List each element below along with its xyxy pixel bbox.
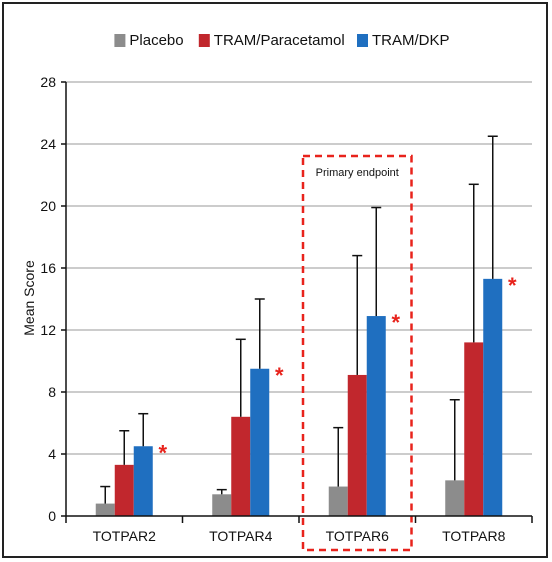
bar-TOTPAR4-TRAM/Paracetamol xyxy=(231,416,251,516)
bar-TOTPAR2-TRAM/DKP xyxy=(133,446,153,516)
bar-TOTPAR8-TRAM/Paracetamol xyxy=(464,342,484,516)
legend-label-TRAM/DKP: TRAM/DKP xyxy=(372,32,450,49)
annotation-text-0: Primary endpoint xyxy=(316,167,399,179)
grid-lines xyxy=(66,81,532,455)
bar-TOTPAR4-Placebo xyxy=(212,494,232,516)
legend-label-TRAM/Paracetamol: TRAM/Paracetamol xyxy=(214,32,345,49)
x-tick-label-TOTPAR8: TOTPAR8 xyxy=(442,528,505,544)
bars-layer xyxy=(95,278,503,516)
legend: Placebo TRAM/Paracetamol TRAM/DKP xyxy=(114,32,450,49)
significance-star-TOTPAR4: * xyxy=(275,363,284,388)
y-tick-label-4: 4 xyxy=(48,446,56,462)
bar-TOTPAR2-TRAM/Paracetamol xyxy=(114,464,134,516)
y-tick-label-24: 24 xyxy=(40,136,56,152)
bar-TOTPAR8-TRAM/DKP xyxy=(483,278,503,516)
x-tick-label-TOTPAR2: TOTPAR2 xyxy=(93,528,156,544)
legend-swatch-TRAM/DKP xyxy=(357,34,368,47)
y-tick-label-0: 0 xyxy=(48,508,56,524)
axes-layer: 0 4 8 12 16 20 24 28 * TOTPAR2 * TOTPAR4 * TOTPAR6 * TO… xyxy=(40,74,533,544)
y-tick-label-12: 12 xyxy=(40,322,56,338)
x-tick-label-TOTPAR6: TOTPAR6 xyxy=(326,528,389,544)
bar-TOTPAR2-Placebo xyxy=(95,503,115,516)
legend-swatch-TRAM/Paracetamol xyxy=(198,34,210,47)
bar-TOTPAR8-Placebo xyxy=(445,480,465,516)
chart-frame xyxy=(2,2,548,558)
legend-label-Placebo: Placebo xyxy=(129,32,183,49)
x-tick-label-TOTPAR4: TOTPAR4 xyxy=(209,528,272,544)
significance-star-TOTPAR2: * xyxy=(158,440,167,465)
bar-TOTPAR6-Placebo xyxy=(328,486,348,516)
bar-TOTPAR6-TRAM/Paracetamol xyxy=(347,374,367,516)
annotation-box-0 xyxy=(301,154,413,552)
error-bars-layer xyxy=(100,135,498,504)
y-tick-label-20: 20 xyxy=(40,198,56,214)
y-tick-label-28: 28 xyxy=(40,74,56,90)
y-tick-label-16: 16 xyxy=(40,260,56,276)
annotation-layer: Primary endpoint xyxy=(301,154,413,552)
y-axis-label: Mean Score xyxy=(21,260,37,336)
significance-star-TOTPAR8: * xyxy=(508,273,517,298)
legend-swatch-Placebo xyxy=(114,34,126,47)
bar-TOTPAR4-TRAM/DKP xyxy=(250,368,270,516)
significance-star-TOTPAR6: * xyxy=(391,310,400,335)
bar-TOTPAR6-TRAM/DKP xyxy=(366,316,386,516)
y-tick-label-8: 8 xyxy=(48,384,56,400)
